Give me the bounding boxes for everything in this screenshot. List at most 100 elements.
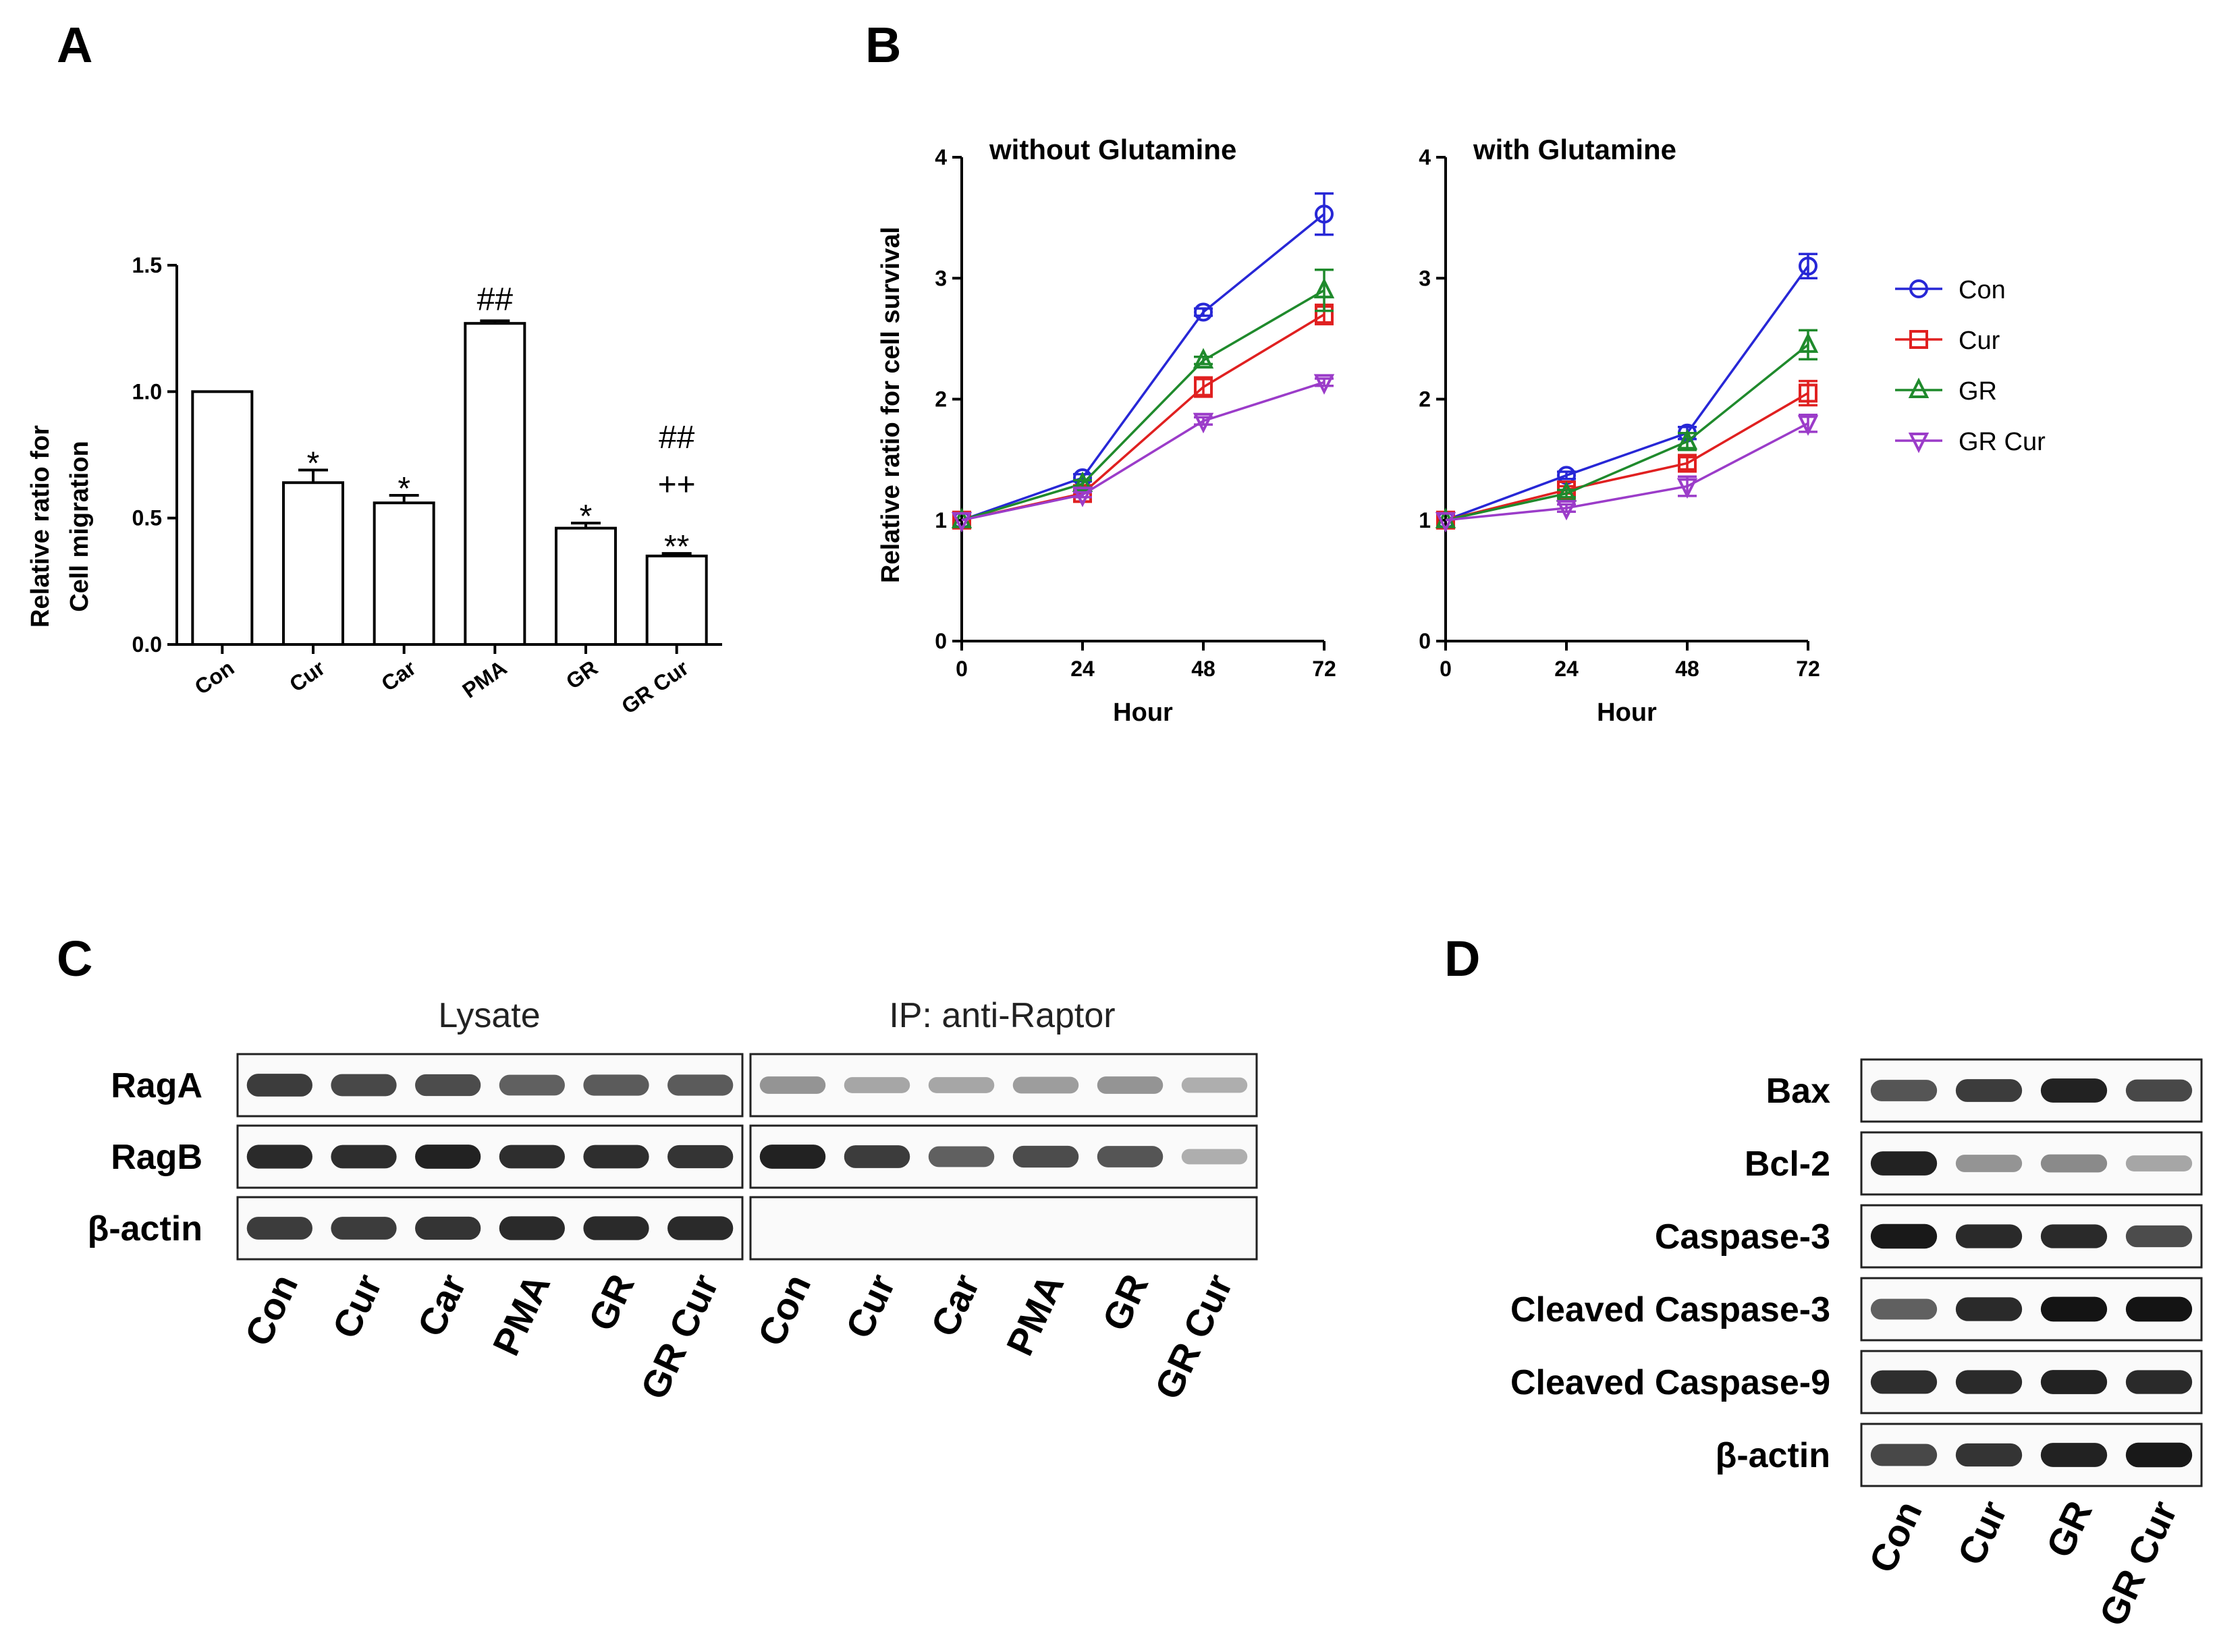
- data-point: [1556, 499, 1577, 521]
- blot-row-label: Bcl-2: [1745, 1145, 1830, 1184]
- blot-band: [2125, 1155, 2193, 1172]
- bar: [191, 390, 254, 646]
- blot-row-label: Cleaved Caspase-9: [1510, 1363, 1830, 1402]
- lane-label: GR: [580, 1267, 642, 1337]
- blot-band: [2040, 1370, 2108, 1394]
- lane-label: Cur: [838, 1267, 904, 1344]
- blot-band: [499, 1145, 565, 1169]
- chart-title: with Glutamine: [1473, 134, 1676, 165]
- blot-band: [667, 1145, 734, 1169]
- data-point: [951, 512, 973, 533]
- blot-band: [1870, 1443, 1938, 1466]
- blot-frame: [236, 1053, 744, 1118]
- lane-label: Cur: [324, 1267, 390, 1344]
- blot-band: [1870, 1151, 1938, 1176]
- lane-label: Con: [749, 1267, 819, 1352]
- blot-band: [246, 1074, 312, 1097]
- y-tick-label-a: 1.0: [132, 379, 162, 404]
- y-axis-label-a-line1: Relative ratio for: [26, 425, 55, 628]
- blot-band: [2125, 1225, 2193, 1248]
- blot-row-label: β-actin: [88, 1209, 202, 1248]
- x-tick-label-a: GR: [562, 655, 602, 694]
- blot-band: [1181, 1077, 1248, 1093]
- blot-row-label: RagB: [111, 1138, 202, 1177]
- blot-frame: [236, 1124, 744, 1189]
- y-tick-label-b: 2: [935, 387, 947, 412]
- blot-frame: [749, 1124, 1258, 1189]
- data-point: [1435, 512, 1456, 533]
- significance-marker: ++: [658, 467, 696, 503]
- blot-band: [246, 1217, 312, 1240]
- lane-label: Con: [1861, 1494, 1930, 1578]
- lane-label: Car: [409, 1267, 474, 1342]
- y-tick-label-b: 0: [1419, 629, 1431, 653]
- data-point: [1193, 348, 1214, 369]
- panel-letter-a: A: [57, 17, 92, 73]
- data-point: [1908, 377, 1930, 398]
- blot-row-label: Cleaved Caspase-3: [1510, 1290, 1830, 1329]
- y-tick-label-b: 1: [935, 508, 947, 532]
- data-point: [1797, 332, 1819, 353]
- y-tick-label-a: 1.5: [132, 253, 162, 277]
- blot-band: [246, 1145, 312, 1169]
- blot-band: [2125, 1296, 2193, 1322]
- y-tick-label-b: 0: [935, 629, 947, 653]
- x-tick-label-a: Con: [190, 655, 239, 699]
- blot-band: [331, 1074, 397, 1097]
- group-label-lysate: Lysate: [438, 996, 540, 1035]
- significance-marker: **: [664, 529, 689, 565]
- blot-frame: [749, 1196, 1258, 1261]
- blot-band: [759, 1076, 826, 1094]
- x-tick-label-b: 72: [1312, 657, 1336, 681]
- series-line: [961, 213, 1325, 522]
- blot-band: [583, 1074, 649, 1096]
- y-tick-label-b: 2: [1419, 387, 1431, 412]
- data-point: [1799, 383, 1817, 403]
- blot-band: [2040, 1078, 2108, 1103]
- blot-band: [1012, 1076, 1079, 1094]
- x-tick-label-b: 72: [1796, 657, 1820, 681]
- western-blot-d: Bax Bcl-2 Caspase-3 Cleaved Caspase-3 Cleave…: [1510, 1058, 2203, 1632]
- blot-band: [1955, 1370, 2023, 1394]
- series-line: [961, 313, 1325, 522]
- y-tick-label-b: 4: [1419, 145, 1431, 169]
- blot-band: [1870, 1223, 1938, 1249]
- blot-row-label: RagA: [111, 1066, 202, 1105]
- y-axis-label-a-line2: Cell migration: [65, 441, 94, 611]
- blot-band: [1955, 1443, 2023, 1467]
- lane-label: GR Cur: [2091, 1494, 2185, 1632]
- blot-band: [499, 1074, 565, 1096]
- y-axis-label-b: Relative ratio for cell survival: [877, 227, 905, 583]
- lane-label: Con: [236, 1267, 306, 1352]
- x-tick-label-a: GR Cur: [617, 655, 692, 719]
- data-point: [1676, 429, 1698, 450]
- lane-label: PMA: [998, 1267, 1072, 1361]
- panel-letter-b: B: [865, 17, 901, 73]
- blot-band: [2040, 1296, 2108, 1322]
- lane-label: GR: [2038, 1494, 2100, 1564]
- blot-band: [415, 1216, 481, 1240]
- blot-band: [1870, 1080, 1938, 1101]
- bar-chart-cell-migration: Relative ratio for Cell migration 0.0 0.5…: [26, 253, 722, 719]
- significance-marker: *: [307, 445, 320, 481]
- blot-band: [759, 1145, 826, 1169]
- blot-row-label: Bax: [1766, 1072, 1830, 1111]
- bar: [282, 481, 344, 646]
- x-tick-label-a: PMA: [458, 655, 511, 703]
- data-point: [1909, 279, 1928, 298]
- x-tick-label-a: Cur: [285, 655, 329, 696]
- blot-band: [331, 1217, 397, 1240]
- significance-marker: ##: [477, 281, 514, 317]
- lane-label: GR Cur: [1146, 1267, 1240, 1405]
- x-tick-label-a: Car: [377, 655, 420, 696]
- blot-band: [1012, 1145, 1079, 1168]
- series-line: [961, 289, 1325, 522]
- y-tick-label-b: 3: [935, 266, 947, 290]
- blot-band: [1097, 1076, 1164, 1094]
- data-point: [1072, 487, 1093, 507]
- blot-band: [1955, 1155, 2023, 1172]
- data-point: [1799, 256, 1817, 276]
- series-line: [961, 381, 1325, 522]
- x-tick-label-b: 24: [1554, 657, 1579, 681]
- blot-band: [928, 1146, 995, 1167]
